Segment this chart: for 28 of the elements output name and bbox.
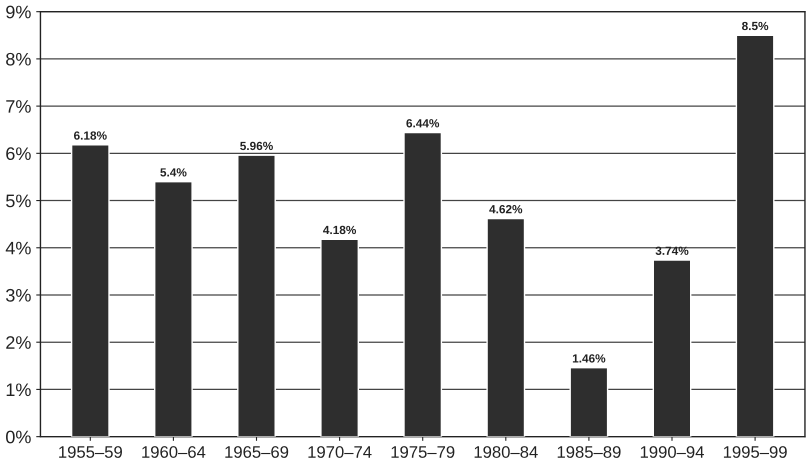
y-tick-label: 5% — [6, 194, 31, 208]
data-label: 3.74% — [656, 246, 688, 255]
x-tick-label: 1965–69 — [225, 446, 288, 458]
data-label: 1.46% — [572, 354, 606, 363]
x-tick-label: 1970–74 — [308, 446, 372, 458]
x-tick-label: 1960–64 — [142, 446, 206, 458]
data-label: 4.62% — [489, 205, 522, 214]
data-label: 5.4% — [160, 168, 187, 177]
x-tick-label: 1955–59 — [59, 446, 122, 458]
data-label: 6.44% — [406, 119, 440, 128]
y-tick-label: 0% — [6, 430, 31, 444]
data-label: 8.5% — [742, 22, 768, 30]
y-tick-label: 6% — [6, 147, 31, 160]
x-tick-label: 1985–89 — [558, 446, 621, 458]
y-tick-label: 1% — [6, 383, 31, 396]
y-tick-label: 2% — [6, 336, 31, 349]
data-label: 5.96% — [240, 142, 273, 150]
x-tick-label: 1990–94 — [640, 446, 704, 458]
y-tick-label: 8% — [6, 52, 31, 66]
y-tick-label: 9% — [6, 6, 31, 18]
x-tick-label: 1980–84 — [474, 446, 538, 458]
x-tick-label: 1995–99 — [724, 446, 787, 458]
y-tick-label: 3% — [6, 288, 31, 302]
y-tick-label: 4% — [6, 242, 31, 254]
y-tick-label: 7% — [6, 100, 31, 113]
data-label: 4.18% — [323, 226, 356, 234]
x-tick-label: 1975–79 — [392, 446, 454, 458]
data-label: 6.18% — [74, 131, 107, 140]
